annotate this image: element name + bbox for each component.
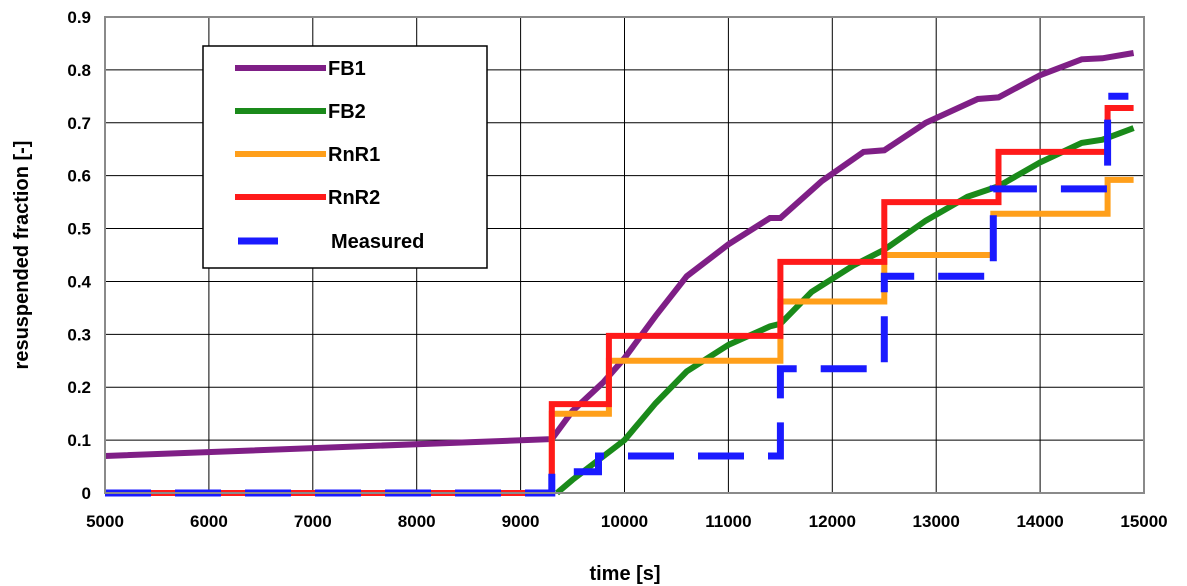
x-tick-label: 13000 (913, 512, 960, 531)
y-tick-label: 0.3 (67, 325, 91, 344)
x-tick-label: 15000 (1120, 512, 1167, 531)
y-tick-label: 0.4 (67, 272, 91, 291)
y-tick-label: 0.6 (67, 167, 91, 186)
series-rnr2-line (105, 105, 1134, 496)
y-tick-labels: 0 0.1 0.2 0.3 0.4 0.5 0.6 0.7 0.8 0.9 (67, 8, 91, 503)
x-tick-label: 10000 (601, 512, 648, 531)
x-tick-label: 7000 (294, 512, 332, 531)
legend-label-rnr1: RnR1 (328, 144, 380, 166)
y-tick-label: 0.5 (67, 220, 91, 239)
x-axis-title: time [s] (589, 563, 660, 585)
x-tick-label: 9000 (502, 512, 540, 531)
series-rnr1-line (105, 176, 1134, 496)
y-tick-label: 0.7 (67, 114, 91, 133)
x-tick-label: 11000 (705, 512, 751, 531)
y-axis-title: resuspended fraction [-] (11, 141, 33, 370)
x-tick-label: 5000 (86, 512, 124, 531)
y-tick-label: 0.8 (67, 61, 91, 80)
legend-label-fb2: FB2 (328, 101, 366, 123)
x-tick-label: 14000 (1016, 512, 1063, 531)
series-measured-line (105, 92, 1129, 497)
x-tick-labels: 5000 6000 7000 8000 9000 10000 11000 12000 13000… (86, 512, 1168, 531)
y-tick-label: 0 (82, 484, 91, 503)
legend-label-measured: Measured (331, 231, 424, 253)
plot-frame (104, 16, 1145, 494)
x-tick-label: 12000 (809, 512, 856, 531)
y-tick-label: 0.1 (67, 431, 91, 450)
series-lines (104, 50, 1135, 497)
y-tick-label: 0.9 (67, 8, 91, 27)
series-fb2-line (555, 125, 1135, 496)
legend-label-rnr2: RnR2 (328, 187, 380, 209)
x-tick-label: 8000 (398, 512, 436, 531)
y-tick-label: 0.2 (67, 378, 91, 397)
legend-label-fb1: FB1 (328, 58, 366, 80)
x-tick-label: 6000 (190, 512, 228, 531)
legend: FB1 FB2 RnR1 RnR2 Measured (202, 45, 488, 269)
